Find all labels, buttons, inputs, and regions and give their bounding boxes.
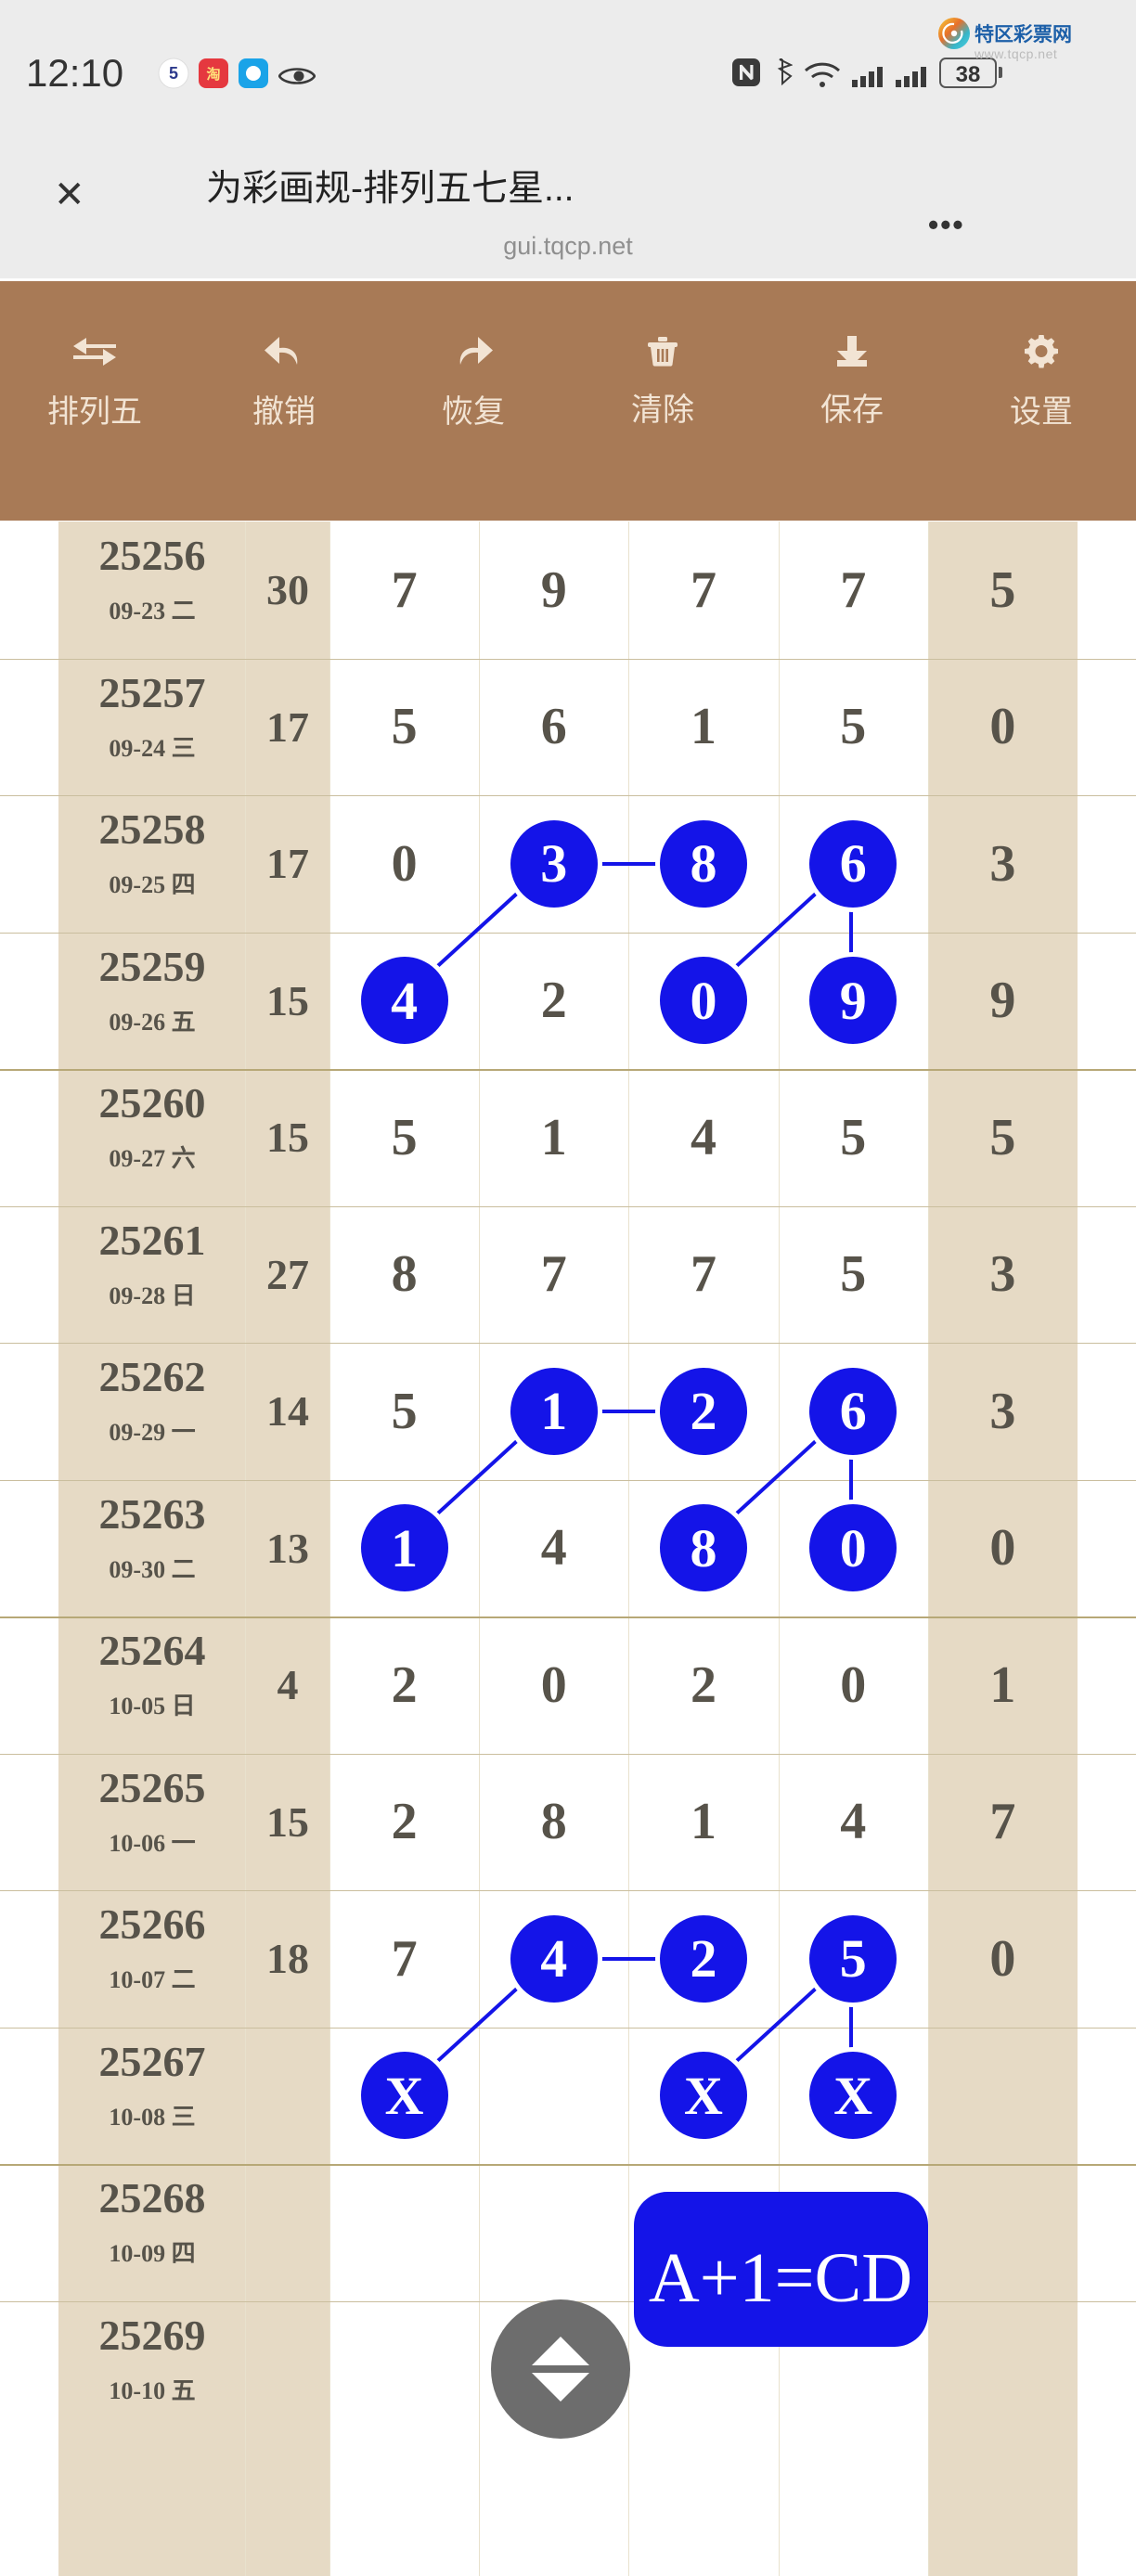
- svg-text:A+1=CD: A+1=CD: [649, 2239, 912, 2317]
- svg-text:5: 5: [169, 64, 178, 83]
- svg-text:淘: 淘: [205, 66, 220, 83]
